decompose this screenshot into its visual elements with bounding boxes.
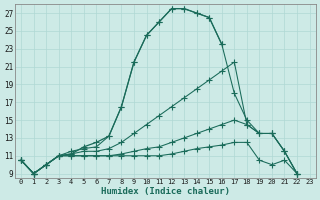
X-axis label: Humidex (Indice chaleur): Humidex (Indice chaleur) <box>101 187 230 196</box>
